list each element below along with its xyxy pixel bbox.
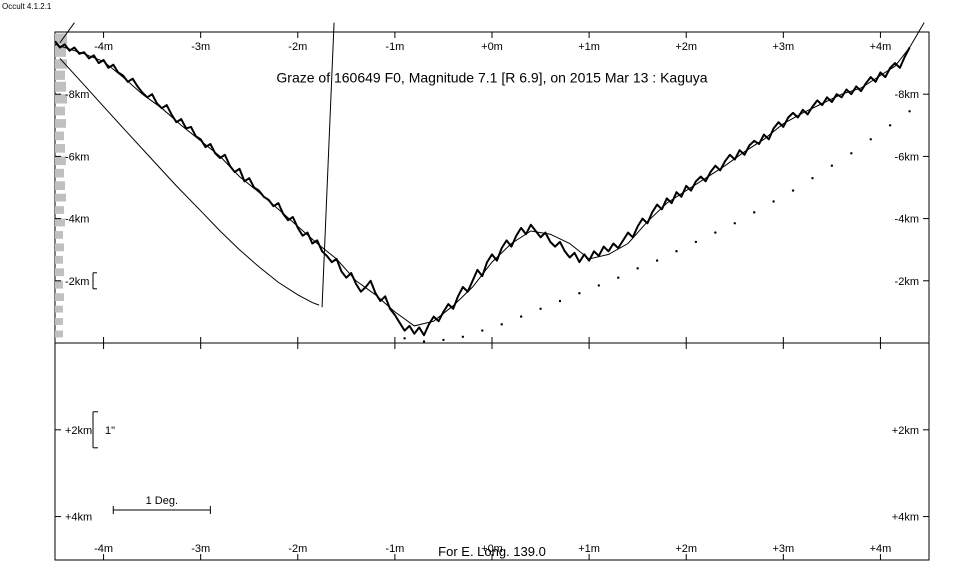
right-ascending-line [910, 23, 925, 48]
scale-1sec-label: 1" [105, 425, 115, 437]
terrain-block [55, 169, 64, 178]
dotted-point [675, 250, 677, 252]
y-tick-label-left-lower: +2km [65, 425, 92, 437]
dotted-point [481, 329, 483, 331]
terrain-block [55, 206, 64, 214]
terrain-block [55, 256, 63, 264]
terrain-block [55, 281, 63, 289]
terrain-block [55, 181, 65, 190]
terrain-block [55, 194, 66, 202]
dotted-point [636, 267, 638, 269]
terrain-block [55, 243, 64, 251]
x-tick-label-bottom: -4m [94, 543, 113, 555]
x-tick-label-top: -1m [385, 41, 404, 53]
smooth-profile [55, 44, 910, 326]
terrain-block [55, 219, 65, 227]
dotted-point [442, 339, 444, 341]
y-tick-label-right: -4km [895, 214, 919, 226]
chart-title: Graze of 160649 F0, Magnitude 7.1 [R 6.9… [276, 70, 707, 86]
x-tick-label-top: +4m [870, 41, 892, 53]
x-tick-label-bottom: +2m [675, 543, 697, 555]
y-tick-label-left: -4km [65, 214, 89, 226]
dotted-point [714, 231, 716, 233]
x-tick-label-top: +0m [481, 41, 503, 53]
x-tick-label-bottom: -1m [385, 543, 404, 555]
terrain-block [55, 144, 65, 153]
dotted-point [403, 337, 405, 339]
x-tick-label-bottom: -3m [191, 543, 210, 555]
terrain-block [55, 293, 64, 301]
dotted-point [753, 211, 755, 213]
x-tick-label-top: -3m [191, 41, 210, 53]
x-tick-label-bottom: +1m [578, 543, 600, 555]
dotted-point [908, 110, 910, 112]
y-tick-label-right: -6km [895, 151, 919, 163]
x-tick-label-top: -2m [288, 41, 307, 53]
terrain-block [55, 231, 63, 239]
y-tick-label-left: -8km [65, 89, 89, 101]
limb-arc [60, 58, 319, 305]
y-tick-label-right: -2km [895, 276, 919, 288]
dotted-point [792, 189, 794, 191]
dotted-point [539, 308, 541, 310]
dotted-point [462, 336, 464, 338]
x-tick-label-bottom: -2m [288, 543, 307, 555]
chart-footer: For E. Long. 139.0 [438, 544, 546, 559]
dotted-point [598, 284, 600, 286]
terrain-block [55, 132, 64, 141]
dotted-point [734, 222, 736, 224]
y-tick-label-right-lower: +2km [892, 425, 919, 437]
dotted-point [695, 241, 697, 243]
terrain-block [55, 268, 64, 276]
x-tick-label-top: +3m [772, 41, 794, 53]
dotted-point [423, 340, 425, 342]
y-tick-label-right-lower: +4km [892, 512, 919, 524]
x-tick-label-bottom: +4m [870, 543, 892, 555]
terrain-block [55, 71, 65, 80]
x-tick-label-top: +1m [578, 41, 600, 53]
dotted-point [811, 177, 813, 179]
dotted-point [772, 200, 774, 202]
terrain-block [55, 331, 63, 338]
x-tick-label-top: +2m [675, 41, 697, 53]
plot-frame [55, 32, 929, 560]
terrain-block [55, 306, 63, 313]
scale-1deg-label: 1 Deg. [146, 495, 178, 507]
y-tick-label-left: -2km [65, 276, 89, 288]
x-tick-label-bottom: +3m [772, 543, 794, 555]
dotted-point [520, 315, 522, 317]
terrain-block [55, 318, 63, 325]
dotted-point [578, 292, 580, 294]
dotted-point [501, 323, 503, 325]
graze-chart: -4m-4m-3m-3m-2m-2m-1m-1m+0m+0m+1m+1m+2m+… [0, 0, 961, 587]
terrain-block [55, 107, 65, 116]
dotted-point [850, 152, 852, 154]
y-tick-label-right: -8km [895, 89, 919, 101]
terrain-block [55, 119, 66, 128]
left-ascending-line [60, 23, 75, 43]
dotted-point [617, 276, 619, 278]
vertical-cusp-line [322, 23, 334, 308]
x-tick-label-top: -4m [94, 41, 113, 53]
dotted-point [889, 124, 891, 126]
dotted-point [870, 138, 872, 140]
y-tick-label-left-lower: +4km [65, 512, 92, 524]
dotted-point [656, 259, 658, 261]
dotted-point [831, 165, 833, 167]
dotted-point [559, 300, 561, 302]
y-tick-label-left: -6km [65, 151, 89, 163]
